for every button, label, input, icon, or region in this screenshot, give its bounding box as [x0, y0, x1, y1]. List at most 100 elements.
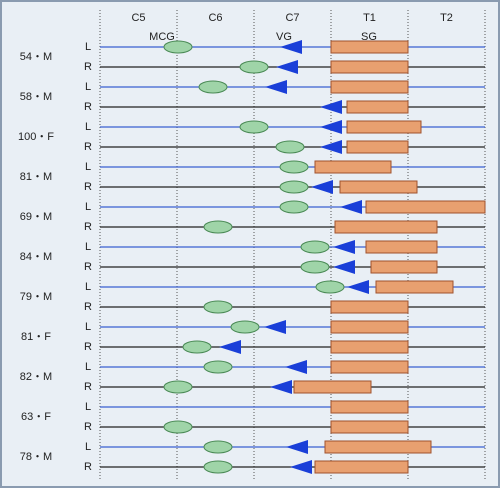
sg-bar — [330, 300, 409, 314]
side-label: L — [85, 281, 91, 293]
vg-triangle — [280, 40, 302, 54]
sg-bar — [346, 140, 409, 154]
vg-triangle — [333, 240, 355, 254]
side-label: L — [85, 361, 91, 373]
mcg-ellipse — [300, 260, 330, 274]
patient-label: 82・M — [20, 371, 52, 383]
patient-label: 78・M — [20, 451, 52, 463]
side-label: R — [84, 461, 92, 473]
mcg-ellipse — [300, 240, 330, 254]
sg-bar — [365, 200, 486, 214]
sg-bar — [324, 440, 432, 454]
vg-triangle — [340, 200, 362, 214]
side-label: L — [85, 41, 91, 53]
sg-bar — [330, 360, 409, 374]
sg-bar — [370, 260, 438, 274]
sg-bar — [314, 160, 392, 174]
side-label: R — [84, 381, 92, 393]
mcg-ellipse — [279, 180, 309, 194]
sg-bar — [346, 120, 422, 134]
patient-label: 79・M — [20, 291, 52, 303]
sg-bar — [365, 240, 438, 254]
side-label: L — [85, 441, 91, 453]
patient-label: 63・F — [21, 411, 51, 423]
mcg-ellipse — [203, 220, 233, 234]
patient-label: 100・F — [18, 131, 54, 143]
sg-bar — [330, 420, 409, 434]
mcg-ellipse — [239, 120, 269, 134]
vg-triangle — [270, 380, 292, 394]
mcg-ellipse — [203, 300, 233, 314]
mcg-ellipse — [279, 200, 309, 214]
patient-label: 69・M — [20, 211, 52, 223]
mcg-ellipse — [163, 420, 193, 434]
column-label: C5 — [131, 12, 145, 24]
column-label: C7 — [285, 12, 299, 24]
mcg-ellipse — [279, 160, 309, 174]
sg-bar — [330, 40, 409, 54]
mcg-ellipse — [198, 80, 228, 94]
vg-triangle — [320, 120, 342, 134]
vg-triangle — [320, 100, 342, 114]
side-label: L — [85, 241, 91, 253]
vg-triangle — [311, 180, 333, 194]
side-label: R — [84, 421, 92, 433]
column-label: T1 — [363, 12, 376, 24]
mcg-ellipse — [239, 60, 269, 74]
sg-bar — [334, 220, 438, 234]
patient-label: 81・M — [20, 171, 52, 183]
side-label: R — [84, 221, 92, 233]
sg-bar — [375, 280, 454, 294]
legend-sg: SG — [361, 31, 377, 43]
sg-bar — [330, 60, 409, 74]
sg-bar — [339, 180, 418, 194]
sg-bar — [293, 380, 372, 394]
side-label: L — [85, 161, 91, 173]
side-label: L — [85, 201, 91, 213]
sg-bar — [330, 400, 409, 414]
patient-label: 84・M — [20, 251, 52, 263]
patient-label: 54・M — [20, 51, 52, 63]
vg-triangle — [276, 60, 298, 74]
sg-bar — [330, 80, 409, 94]
sg-bar — [346, 100, 409, 114]
side-label: R — [84, 141, 92, 153]
side-label: R — [84, 261, 92, 273]
mcg-ellipse — [203, 440, 233, 454]
legend-mcg: MCG — [149, 31, 175, 43]
vg-triangle — [265, 80, 287, 94]
side-label: R — [84, 61, 92, 73]
vg-triangle — [264, 320, 286, 334]
patient-label: 81・F — [21, 331, 51, 343]
mcg-ellipse — [163, 380, 193, 394]
legend-vg: VG — [276, 31, 292, 43]
mcg-ellipse — [275, 140, 305, 154]
vg-triangle — [286, 440, 308, 454]
mcg-ellipse — [163, 40, 193, 54]
sg-bar — [330, 320, 409, 334]
side-label: R — [84, 101, 92, 113]
mcg-ellipse — [182, 340, 212, 354]
vg-triangle — [285, 360, 307, 374]
vg-triangle — [347, 280, 369, 294]
mcg-ellipse — [315, 280, 345, 294]
side-label: L — [85, 121, 91, 133]
vg-triangle — [219, 340, 241, 354]
vg-triangle — [320, 140, 342, 154]
side-label: R — [84, 301, 92, 313]
patient-label: 58・M — [20, 91, 52, 103]
sg-bar — [330, 340, 409, 354]
mcg-ellipse — [203, 360, 233, 374]
side-label: R — [84, 341, 92, 353]
side-label: R — [84, 181, 92, 193]
vg-triangle — [290, 460, 312, 474]
side-label: L — [85, 401, 91, 413]
mcg-ellipse — [230, 320, 260, 334]
sg-bar — [314, 460, 409, 474]
side-label: L — [85, 81, 91, 93]
mcg-ellipse — [203, 460, 233, 474]
vg-triangle — [333, 260, 355, 274]
column-label: T2 — [440, 12, 453, 24]
column-label: C6 — [208, 12, 222, 24]
